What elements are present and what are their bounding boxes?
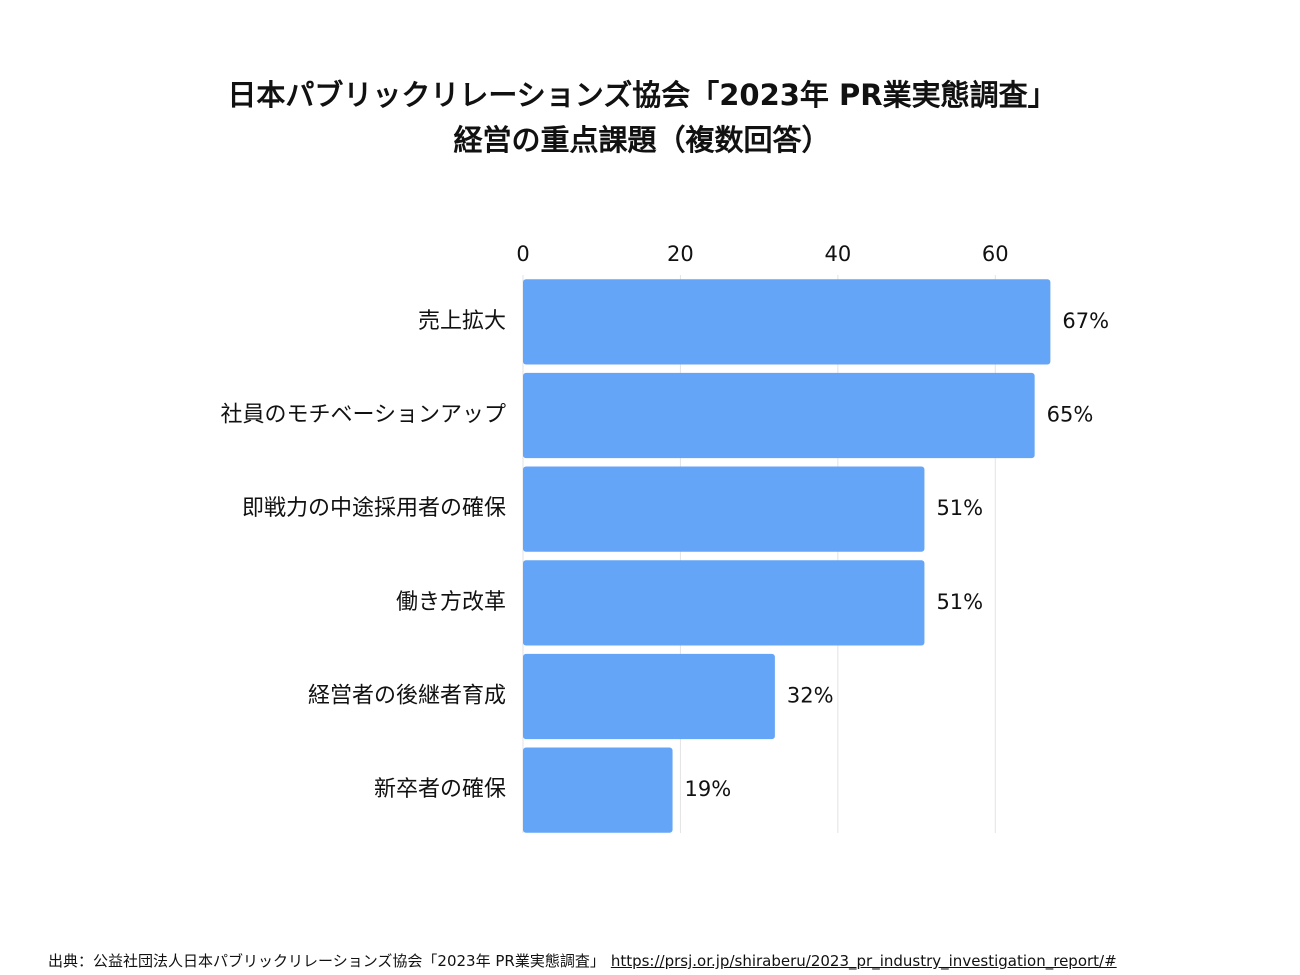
x-tick-label: 0 [516,242,529,266]
y-tick-label: 経営者の後継者育成 [308,684,506,709]
x-tick-label: 20 [667,242,694,266]
chart-title: 日本パブリックリレーションズ協会「2023年 PR業実態調査」 [227,78,1056,112]
value-label: 65% [1047,403,1094,427]
y-tick-label: 社員のモチベーションアップ [220,403,506,428]
x-tick-label: 40 [824,242,851,266]
value-label: 67% [1062,309,1109,333]
bar [523,372,1035,459]
bar [523,560,925,646]
y-tick-label: 売上拡大 [418,309,506,334]
source-link[interactable]: https://prsj.or.jp/shiraberu/2023_pr_ind… [610,952,1117,970]
bar [523,653,775,740]
source: 出典：公益社団法人日本パブリックリレーションズ協会「2023年 PR業実態調査」… [48,950,1117,971]
bar [523,466,925,552]
value-label: 19% [685,777,732,801]
value-label: 51% [936,496,983,520]
chart-subtitle: 経営の重点課題（複数回答） [453,123,830,157]
chart: 日本パブリックリレーションズ協会「2023年 PR業実態調査」 経営の重点課題（… [220,78,1109,833]
bar [523,279,1051,365]
x-tick-label: 60 [982,242,1009,266]
value-label: 51% [936,590,983,614]
y-tick-label: 即戦力の中途採用者の確保 [242,496,506,521]
y-tick-label: 働き方改革 [396,590,506,615]
source-text: 出典：公益社団法人日本パブリックリレーションズ協会「2023年 PR業実態調査」 [48,952,605,970]
value-label: 32% [787,684,834,708]
y-tick-label: 新卒者の確保 [374,777,506,802]
bar [523,747,673,833]
